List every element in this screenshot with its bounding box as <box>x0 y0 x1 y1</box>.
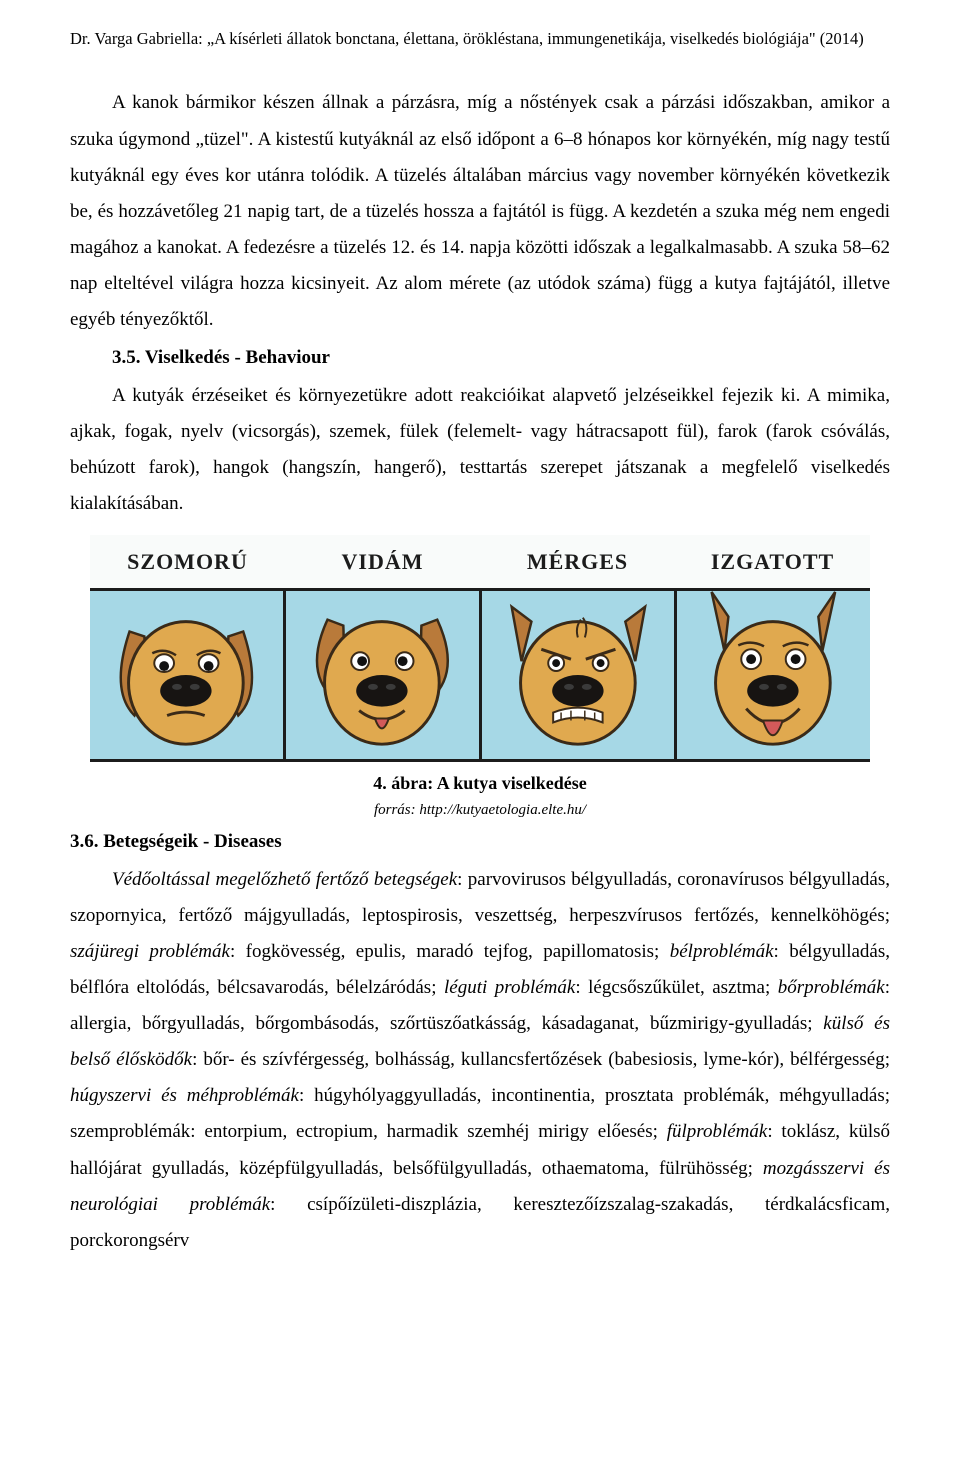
paragraph-3: Védőoltással megelőzhető fertőző betegsé… <box>70 862 890 1259</box>
dog-behaviour-figure: SZOMORÚ VIDÁM MÉRGES IZGATOTT <box>70 535 890 763</box>
cartoon-label-vidam: VIDÁM <box>285 541 480 583</box>
dog-face-icon <box>90 591 283 759</box>
cartoon-cell <box>674 591 870 759</box>
cartoon-label-izgatott: IZGATOTT <box>675 541 870 583</box>
p3-i7: fülproblémák <box>667 1121 768 1142</box>
dog-face-icon <box>677 591 870 759</box>
dog-face-icon <box>482 591 675 759</box>
section-3-5-title: 3.5. Viselkedés - Behaviour <box>70 340 890 376</box>
cartoon-cell <box>90 591 283 759</box>
page-header: Dr. Varga Gabriella: „A kísérleti állato… <box>70 28 890 49</box>
section-3-6-title: 3.6. Betegségeik - Diseases <box>70 824 890 860</box>
cartoon-cell <box>283 591 479 759</box>
p3-i3: léguti problémák <box>444 977 575 998</box>
dog-face-icon <box>286 591 479 759</box>
p3-i1: szájüregi problémák <box>70 941 230 962</box>
figure-caption: 4. ábra: A kutya viselkedése forrás: htt… <box>70 772 890 821</box>
p3-t3: : légcsőszűkület, asztma; <box>575 977 777 998</box>
caption-source: forrás: http://kutyaetologia.elte.hu/ <box>374 802 586 818</box>
cartoon-label-szomoru: SZOMORÚ <box>90 541 285 583</box>
p3-i6: húgyszervi és méhproblémák <box>70 1085 299 1106</box>
p3-lead: Védőoltással megelőzhető fertőző betegsé… <box>112 869 457 890</box>
p3-t1: : fogkövesség, epulis, maradó tejfog, pa… <box>230 941 670 962</box>
p3-t5: : bőr- és szívférgesség, bolhásság, kull… <box>192 1049 890 1070</box>
cartoon-cell <box>479 591 675 759</box>
caption-title: 4. ábra: A kutya viselkedése <box>373 773 587 793</box>
p3-i2: bélproblémák <box>670 941 774 962</box>
paragraph-2: A kutyák érzéseiket és környezetükre ado… <box>70 378 890 522</box>
cartoon-strip: SZOMORÚ VIDÁM MÉRGES IZGATOTT <box>90 535 870 763</box>
paragraph-1: A kanok bármikor készen állnak a párzásr… <box>70 85 890 338</box>
cartoon-label-merges: MÉRGES <box>480 541 675 583</box>
p3-i4: bőrproblémák <box>778 977 885 998</box>
